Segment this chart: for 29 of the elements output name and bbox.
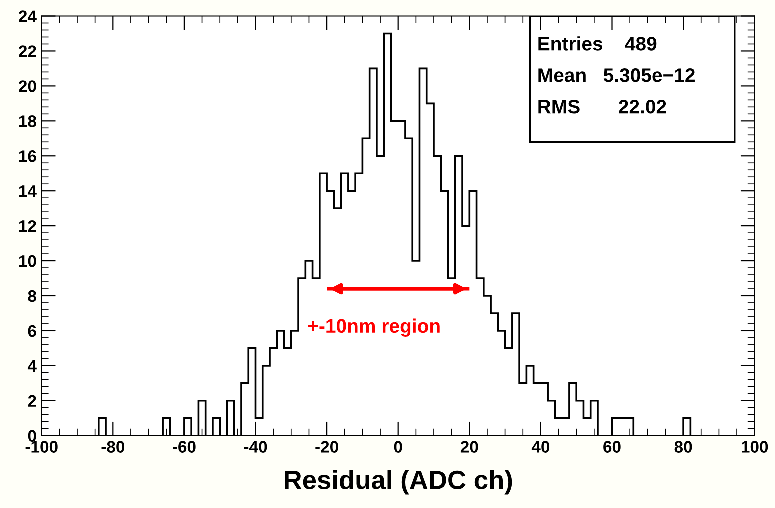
y-tick-label: 22: [19, 46, 36, 58]
y-tick-label: 14: [20, 186, 37, 198]
x-tick-label: 80: [674, 441, 692, 453]
y-tick-label: 20: [19, 80, 36, 92]
x-tick-label: -100: [26, 441, 58, 453]
y-tick-label: 10: [20, 255, 36, 268]
y-tick-label: 16: [20, 150, 36, 162]
y-tick-label: 4: [28, 360, 37, 372]
y-tick-label: 0: [28, 430, 36, 442]
x-axis-title: Residual (ADC ch): [285, 470, 512, 495]
x-tick-label: -40: [244, 441, 268, 453]
x-tick-label: -80: [102, 441, 125, 453]
y-tick-label: 24: [19, 10, 37, 22]
x-tick-label: 100: [742, 441, 768, 453]
x-tick-label: -60: [173, 441, 196, 453]
annotation: RMS 22.02: [538, 100, 666, 114]
x-tick-label: 20: [460, 441, 478, 453]
y-tick-label: 2: [28, 395, 36, 407]
series-label: +-10nm region: [308, 318, 440, 337]
annotation: Entries 489: [538, 36, 657, 51]
x-tick-label: 40: [532, 441, 550, 453]
x-tick-label: 0: [394, 441, 402, 453]
y-tick-label: 8: [28, 290, 36, 302]
y-tick-label: 6: [28, 325, 36, 338]
annotation: Mean 5.305e−12: [538, 68, 695, 82]
x-tick-label: -20: [316, 441, 338, 453]
y-tick-label: 18: [20, 116, 36, 128]
y-tick-label: 12: [20, 220, 36, 232]
x-tick-label: 60: [604, 441, 621, 453]
